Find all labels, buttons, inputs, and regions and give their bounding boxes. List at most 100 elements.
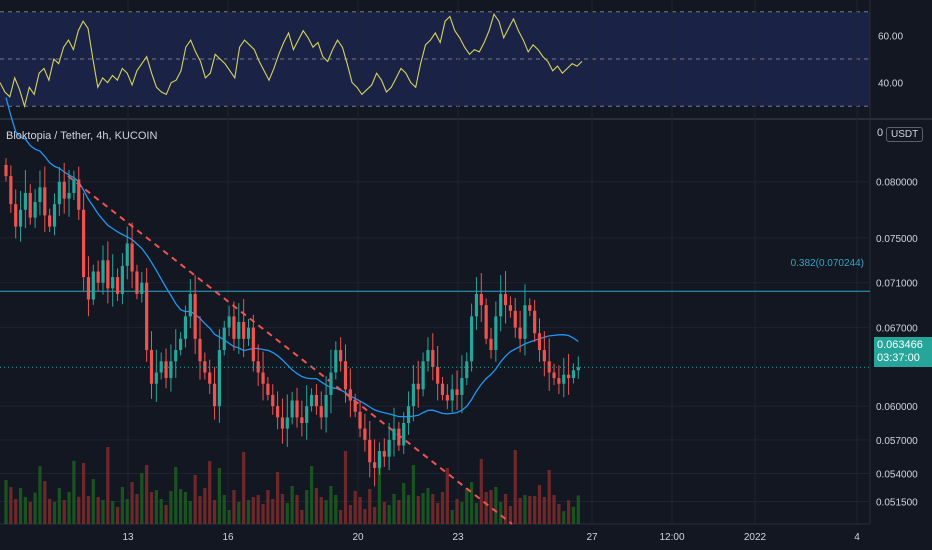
candle-body <box>115 277 120 294</box>
volume-bar <box>164 505 168 524</box>
volume-bar <box>436 503 440 524</box>
candle-body <box>431 350 435 367</box>
volume-bar <box>358 497 362 524</box>
candle-body <box>164 361 168 379</box>
candle-body <box>343 361 348 390</box>
volume-bar <box>416 496 420 524</box>
candle-body <box>174 350 178 362</box>
candle-body <box>508 305 512 311</box>
volume-bar <box>421 493 425 524</box>
candle-body <box>537 333 542 351</box>
candle-body <box>106 260 110 289</box>
candle-body <box>135 271 139 294</box>
fib-level-label: 0.382(0.070244) <box>790 258 864 269</box>
candle-body <box>242 322 246 339</box>
time-tick-label: 12:00 <box>659 532 684 543</box>
candle-body <box>159 361 163 373</box>
candle-body <box>91 271 95 300</box>
candle-body <box>183 316 188 339</box>
candle-body <box>382 451 386 457</box>
volume-bar <box>431 494 435 524</box>
volume-bar <box>212 500 217 524</box>
volume-bar <box>169 491 173 524</box>
candle-body <box>212 383 217 407</box>
candle-body <box>48 215 52 227</box>
volume-bar <box>86 496 91 524</box>
candle-body <box>494 316 498 351</box>
candle-body <box>309 394 314 407</box>
candle-body <box>256 361 260 373</box>
volume-bar <box>426 488 430 524</box>
candle-body <box>28 192 32 218</box>
volume-bar <box>96 497 100 524</box>
time-tick-label: 16 <box>222 532 234 543</box>
volume-bar <box>455 499 459 524</box>
candle-body <box>271 394 275 407</box>
time-tick-label: 27 <box>586 532 598 543</box>
candle-body <box>474 293 479 317</box>
volume-bar <box>115 507 120 524</box>
volume-bar <box>120 487 124 524</box>
volume-bar <box>149 492 154 524</box>
volume-bar <box>193 475 197 524</box>
candle-body <box>562 374 566 384</box>
volume-bar <box>295 495 299 524</box>
volume-bar <box>208 461 212 524</box>
candle-body <box>120 265 124 294</box>
volume-bar <box>576 495 580 524</box>
candle-body <box>222 327 226 351</box>
volume-bar <box>179 489 183 524</box>
candle-body <box>188 293 192 317</box>
currency-selector-button[interactable]: USDT <box>886 127 924 142</box>
volume-bar <box>557 504 561 524</box>
volume-bar <box>174 467 178 524</box>
candle-body <box>426 350 430 362</box>
candle-body <box>513 310 517 328</box>
volume-bar <box>28 501 32 524</box>
volume-bar <box>135 494 139 524</box>
volume-bar <box>373 507 377 524</box>
volume-bar <box>237 502 241 524</box>
candle-body <box>290 400 294 418</box>
candle-body <box>261 372 265 384</box>
candle-body <box>125 243 129 266</box>
candle-body <box>392 428 396 440</box>
volume-bar <box>411 465 415 524</box>
candle-body <box>436 366 440 384</box>
candle-body <box>411 383 415 407</box>
candle-body <box>86 277 91 300</box>
volume-bar <box>183 492 188 524</box>
volume-bar <box>198 496 202 524</box>
volume-bar <box>246 500 251 524</box>
candle-body <box>348 389 352 401</box>
volume-bar <box>101 500 105 524</box>
volume-bar <box>242 452 246 524</box>
candle-body <box>130 243 134 272</box>
volume-bar <box>537 485 542 524</box>
candle-body <box>217 350 221 407</box>
candle-body <box>23 192 27 210</box>
price-tick-label: 0.080000 <box>876 178 918 189</box>
volume-bar <box>571 506 576 524</box>
candle-body <box>179 338 183 351</box>
candle-body <box>402 423 406 446</box>
candle-body <box>38 187 42 202</box>
volume-bar <box>552 495 556 524</box>
candle-body <box>484 305 488 339</box>
volume-bar <box>290 486 294 524</box>
volume-bar <box>479 459 483 524</box>
candle-body <box>266 383 270 395</box>
candle-body <box>465 361 469 379</box>
time-tick-label: 23 <box>452 532 464 543</box>
volume-bar <box>271 499 275 524</box>
volume-bar <box>106 447 110 524</box>
volume-bar <box>470 482 474 524</box>
volume-bar <box>285 503 289 524</box>
candle-body <box>96 271 100 283</box>
candle-body <box>489 338 493 351</box>
candle-body <box>319 406 323 418</box>
volume-bar <box>392 494 396 524</box>
candle-body <box>547 361 551 373</box>
volume-bar <box>251 497 255 524</box>
